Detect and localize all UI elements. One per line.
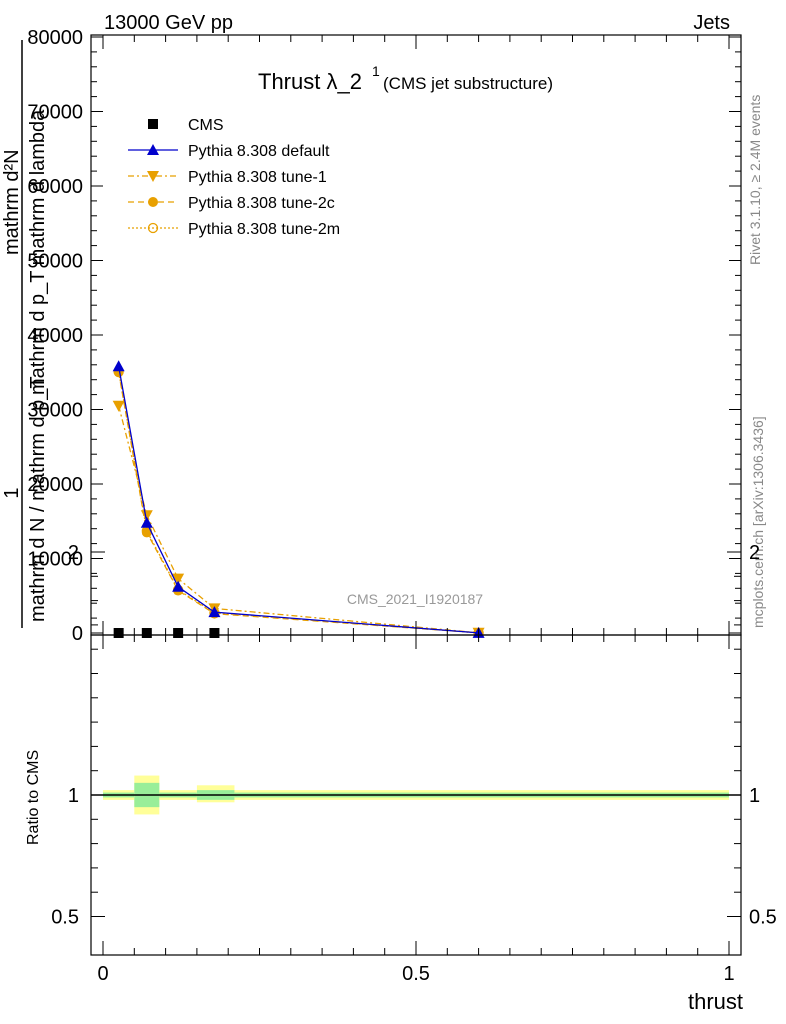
legend-marker (148, 197, 158, 207)
y-axis-title: 1 mathrm d N / mathrm d p_T mathrm d²N m… (1, 40, 49, 628)
data-point (173, 628, 184, 638)
legend-label: Pythia 8.308 tune-2m (188, 221, 340, 238)
ratio-y-axis-title: Ratio to CMS (25, 750, 42, 845)
ratio-axis-ticks (91, 35, 741, 955)
ratio-y-tick-label-right: 0.5 (749, 907, 777, 929)
title-superscript: 1 (372, 63, 380, 79)
x-axis-title: thrust (688, 989, 743, 1014)
legend-marker (147, 222, 159, 234)
legend-marker (147, 171, 159, 182)
legend: CMS Pythia 8.308 default Pythia 8.308 tune… (128, 117, 340, 238)
legend-label: Pythia 8.308 default (188, 143, 330, 160)
data-point (112, 400, 125, 412)
data-point (172, 580, 185, 592)
main-y-tick-label: 60000 (27, 176, 83, 198)
data-point (172, 573, 185, 585)
main-y-tick-label: 70000 (27, 102, 83, 124)
legend-marker (148, 119, 158, 129)
plot-title: Thrust λ_2 1 (CMS jet substructure) (258, 63, 553, 94)
legend-entry: Pythia 8.308 default (128, 143, 330, 160)
legend-entry: Pythia 8.308 tune-2m (128, 221, 340, 238)
series-pythia-8-308-default (112, 360, 485, 638)
main-y-tick-label: 0 (72, 623, 83, 645)
x-tick-label: 0 (97, 963, 108, 985)
y-title-denominator: mathrm d N / mathrm d p_T (27, 376, 49, 622)
main-y-tick-label: 80000 (27, 27, 83, 49)
main-y-tick-label: 10000 (27, 549, 83, 571)
main-y-tick-label: 40000 (27, 325, 83, 347)
x-tick-label: 1 (723, 963, 734, 985)
header-energy: 13000 GeV pp (104, 12, 233, 34)
y-title-one: 1 (1, 487, 23, 498)
data-point (141, 628, 152, 638)
legend-label: CMS (188, 117, 224, 134)
series-cms (113, 628, 220, 638)
x-tick-label: 0.5 (402, 963, 430, 985)
ratio-y-tick-label-right: 2 (749, 542, 760, 564)
data-point (140, 516, 153, 528)
legend-marker (147, 144, 159, 155)
main-axis-ticks (91, 36, 741, 634)
analysis-watermark: CMS_2021_I1920187 (347, 591, 483, 607)
ratio-y-tick-label: 0.5 (51, 907, 79, 929)
legend-label: Pythia 8.308 tune-2c (188, 195, 335, 212)
main-y-tick-label: 50000 (27, 251, 83, 273)
legend-entry: Pythia 8.308 tune-2c (128, 195, 335, 212)
main-y-tick-label: 20000 (27, 474, 83, 496)
legend-entry: Pythia 8.308 tune-1 (128, 169, 327, 186)
y-title-numerator-2: mathrm d p_T mathrm d lambda (27, 109, 49, 395)
rivet-version-text: Rivet 3.1.10, ≥ 2.4M events (747, 95, 763, 265)
data-point (113, 628, 124, 638)
legend-entry: CMS (148, 117, 224, 134)
ratio-y-tick-label-right: 1 (749, 785, 760, 807)
ratio-y-tick-labels: 0.5 0.5 1 1 2 2 (51, 542, 777, 929)
title-main: Thrust λ_2 (258, 69, 362, 94)
ratio-y-tick-label: 1 (68, 785, 79, 807)
main-y-tick-label: 30000 (27, 400, 83, 422)
data-point (209, 628, 220, 638)
data-point (208, 606, 221, 618)
y-title-numerator-1: mathrm d²N (1, 149, 23, 255)
title-subtitle: (CMS jet substructure) (383, 74, 553, 93)
x-tick-labels: 0 0.5 1 (97, 963, 734, 985)
header-category: Jets (693, 12, 730, 34)
mcplots-text: mcplots.cern.ch [arXiv:1306.3436] (750, 416, 766, 628)
legend-label: Pythia 8.308 tune-1 (188, 169, 327, 186)
ratio-y-tick-label: 2 (68, 542, 79, 564)
main-y-tick-labels: 0 10000 20000 30000 40000 50000 60000 70000 8000… (27, 27, 83, 645)
data-point (112, 360, 125, 372)
